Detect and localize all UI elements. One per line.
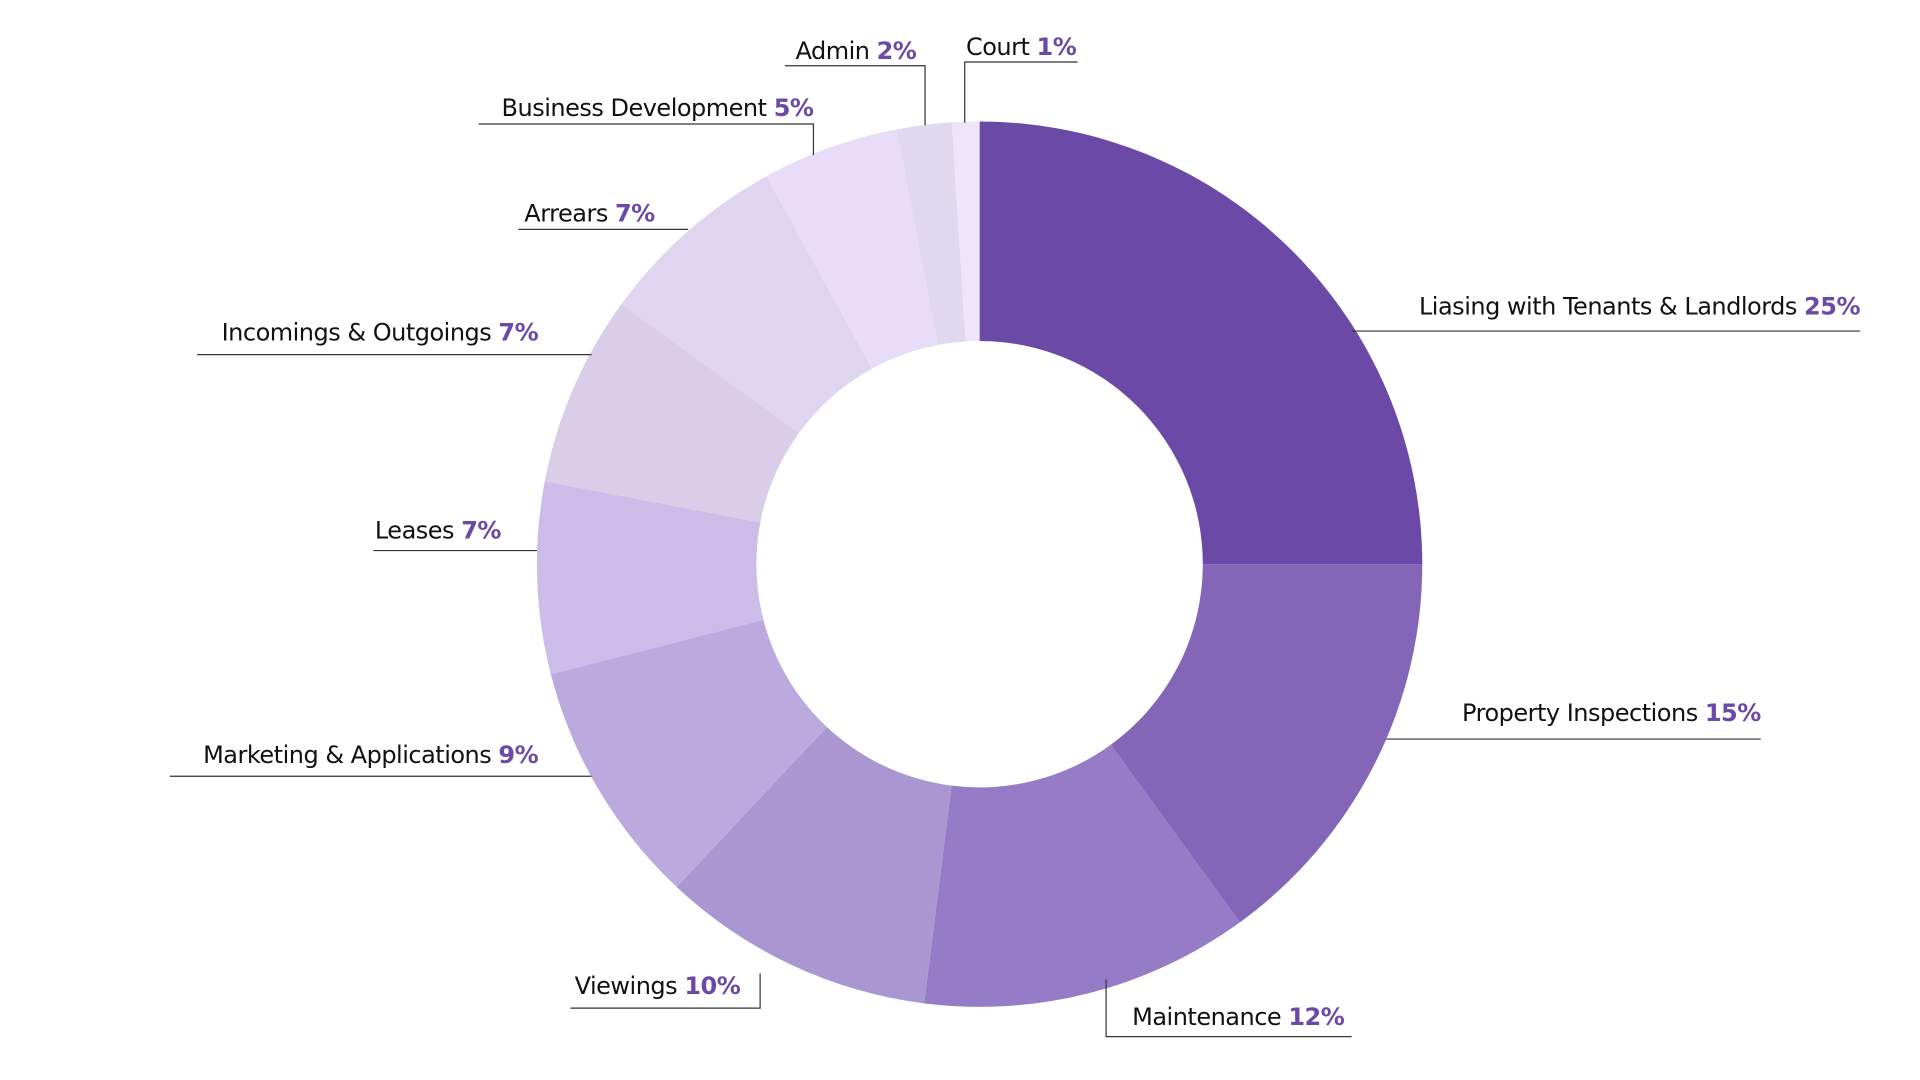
slice-label: Admin 2% [795,37,916,65]
slice [951,121,980,342]
value-label: 2% [877,37,917,65]
category-name: Arrears [524,199,608,227]
value-label: 5% [774,94,814,122]
slice [536,481,764,675]
category-name: Viewings [575,972,678,1000]
category-name: Incomings & Outgoings [222,318,492,346]
slice [766,129,938,369]
value-label: 7% [461,517,501,545]
category-name: Maintenance [1132,1003,1281,1031]
value-label: 1% [1037,33,1077,61]
value-label: 7% [615,199,655,227]
value-label: 7% [498,318,538,346]
category-name: Business Development [502,94,767,122]
slice-label: Arrears 7% [524,199,655,227]
slice-label: Maintenance 12% [1132,1003,1345,1031]
leader-line [964,61,1078,123]
category-name: Liasing with Tenants & Landlords [1419,292,1797,320]
value-label: 15% [1705,699,1761,727]
slice-label: Incomings & Outgoings 7% [222,318,539,346]
slice-label: Business Development 5% [502,94,814,122]
slice [1110,564,1423,923]
value-label: 10% [684,972,740,1000]
slice [896,122,966,345]
slice-label: Property Inspections 15% [1462,699,1761,727]
leader-line [784,65,926,126]
category-name: Property Inspections [1462,699,1698,727]
slice [544,303,800,523]
leader-line [570,973,761,1009]
value-label: 12% [1288,1003,1344,1031]
leader-line [1105,979,1352,1038]
slice-label: Marketing & Applications 9% [203,741,539,769]
category-name: Court [966,33,1030,61]
slice [676,726,952,1004]
slice-label: Court 1% [966,33,1077,61]
value-label: 25% [1804,292,1860,320]
category-name: Marketing & Applications [203,741,491,769]
slice [979,121,1423,565]
slice [621,176,873,434]
category-name: Admin [795,37,869,65]
slice-label: Liasing with Tenants & Landlords 25% [1419,292,1861,320]
value-label: 9% [498,741,538,769]
category-name: Leases [375,517,454,545]
slice [924,744,1240,1007]
leader-line [478,123,815,155]
slice-label: Leases 7% [375,517,502,545]
slice [550,619,827,887]
slice-label: Viewings 10% [575,972,741,1000]
